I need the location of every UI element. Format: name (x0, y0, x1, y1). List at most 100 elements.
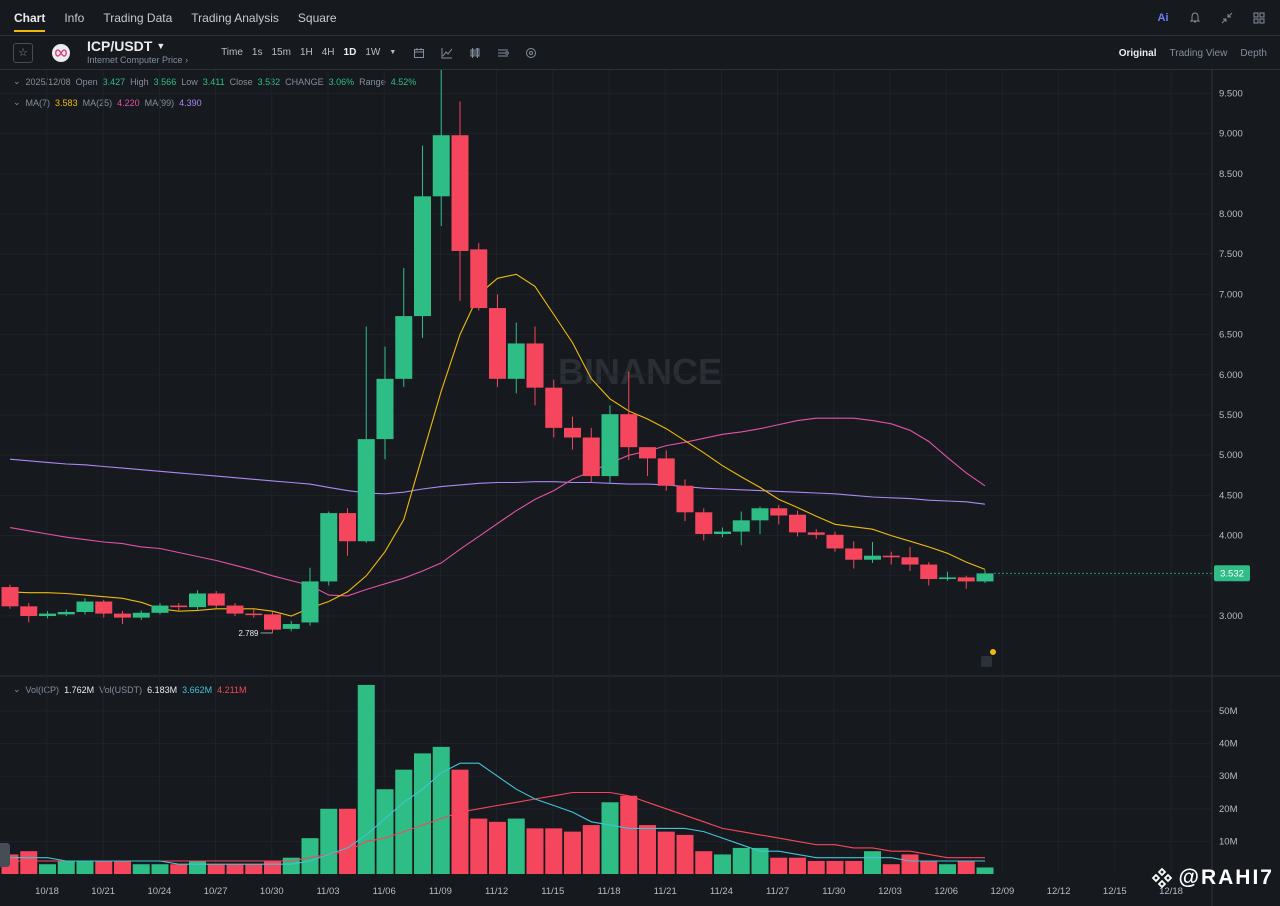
vol-usdt-value: 6.183M (147, 684, 178, 695)
volume-bar (939, 864, 956, 874)
view-trading-view[interactable]: Trading View (1169, 47, 1228, 59)
candle (76, 598, 94, 615)
volume-bar (507, 818, 525, 874)
chart-watermark: BINANCE (558, 351, 722, 392)
collapse-icon[interactable] (1218, 9, 1236, 27)
candle-body (57, 611, 75, 615)
candle-body (376, 378, 394, 440)
candle (920, 562, 938, 586)
candle (301, 567, 319, 626)
candle-body (189, 593, 206, 608)
candle-body (732, 520, 750, 532)
caret-down-icon: ▼ (156, 41, 166, 51)
price-chart[interactable]: BINANCE 9.500 9.000 8.500 8.000 7.500 7.000 6.… (0, 70, 1280, 906)
change-value: 3.06% (328, 76, 355, 87)
high-label: High (130, 76, 149, 87)
tab-trading-analysis[interactable]: Trading Analysis (191, 10, 279, 25)
pair-subtitle: Internet Computer Price (87, 55, 183, 65)
template-icon[interactable] (494, 44, 512, 62)
last-price-tag (1214, 565, 1250, 582)
chart-toolbar: ☆ ICP/USDT ▼ Internet Computer Price › Ti… (0, 36, 1280, 70)
grid-icon[interactable] (1250, 9, 1268, 27)
tool-icons (410, 44, 540, 62)
volume-bar (957, 860, 975, 874)
candle-body (882, 555, 900, 558)
volume-bar (901, 854, 919, 874)
low-marker-label: 2.789 (238, 629, 259, 638)
indicator-icon[interactable] (438, 44, 456, 62)
collapse-chevron-icon[interactable]: ⌄ (13, 76, 21, 86)
volume-bar (357, 684, 375, 874)
pair-selector[interactable]: ICP/USDT ▼ Internet Computer Price › (87, 39, 188, 66)
candle-body (264, 614, 281, 630)
candle-body (939, 577, 956, 580)
volume-bar (282, 857, 300, 874)
volume-bar (245, 864, 263, 874)
candle (976, 570, 994, 584)
candle-body (76, 601, 94, 612)
interval-more-icon[interactable]: ▼ (389, 49, 397, 56)
date-tick-label: 10/30 (260, 886, 284, 897)
tab-chart[interactable]: Chart (14, 0, 46, 36)
volume-bar (657, 831, 675, 874)
volume-bar (414, 753, 431, 874)
bell-icon[interactable] (1186, 9, 1204, 27)
view-depth[interactable]: Depth (1240, 47, 1267, 59)
vol-usdt-label: Vol(USDT) (99, 684, 143, 695)
candle-body (1, 587, 19, 607)
interval-4h[interactable]: 4H (321, 47, 335, 58)
ma-collapse-chevron-icon[interactable]: ⌄ (13, 97, 21, 107)
volume-bar (564, 831, 581, 874)
vol-collapse-chevron-icon[interactable]: ⌄ (13, 684, 21, 694)
candle (714, 527, 731, 538)
volume-tick-label: 30M (1219, 771, 1238, 782)
candle (657, 450, 675, 491)
volume-bar (807, 860, 825, 874)
candle (620, 371, 638, 461)
candle-body (95, 601, 113, 614)
volume-bar (114, 860, 131, 874)
interval-1h[interactable]: 1H (299, 47, 313, 58)
date-tick-label: 12/18 (1159, 886, 1183, 897)
panel-resize-handle[interactable] (0, 843, 10, 867)
interval-1w[interactable]: 1W (365, 47, 381, 58)
tab-square[interactable]: Square (297, 10, 337, 25)
interval-time[interactable]: Time (221, 47, 243, 58)
calendar-icon[interactable] (410, 44, 428, 62)
date-tick-label: 12/09 (991, 886, 1015, 897)
vol-icp-label: Vol(ICP) (25, 684, 60, 695)
candle (357, 326, 375, 543)
volume-bar (489, 821, 506, 874)
interval-15m[interactable]: 15m (271, 47, 291, 58)
candle-body (451, 135, 469, 251)
settings-icon[interactable] (522, 44, 540, 62)
candle-body (845, 548, 863, 560)
tab-info[interactable]: Info (64, 10, 85, 25)
date-tick-label: 11/03 (316, 886, 339, 897)
tab-trading-data[interactable]: Trading Data (103, 10, 173, 25)
range-label: Range (359, 76, 386, 87)
ohlc-info: ⌄ 2025/12/08 Open 3.427 High 3.566 Low 3.41… (13, 76, 416, 87)
candle-body (151, 605, 169, 613)
interval-1s[interactable]: 1s (251, 47, 263, 58)
candle (95, 599, 113, 618)
candle-body (695, 512, 713, 534)
alert-dot-icon (990, 649, 996, 655)
volume-bar (714, 854, 731, 874)
volume-bar (376, 789, 394, 874)
volume-bar (770, 857, 788, 874)
candle (451, 101, 469, 301)
candle-body (714, 531, 731, 534)
favorite-star-icon[interactable]: ☆ (13, 42, 33, 63)
price-tick-label: 4.000 (1219, 531, 1243, 542)
volume-bar (864, 851, 881, 874)
compare-icon[interactable] (466, 44, 484, 62)
interval-1d[interactable]: 1D (343, 47, 357, 58)
date-tick-label: 11/15 (541, 886, 564, 897)
volume-bar (470, 818, 488, 874)
ai-icon[interactable]: Ai (1157, 12, 1169, 24)
candle-body (676, 485, 694, 513)
view-original[interactable]: Original (1118, 47, 1157, 59)
candle-body (545, 387, 563, 428)
candle (414, 145, 431, 338)
